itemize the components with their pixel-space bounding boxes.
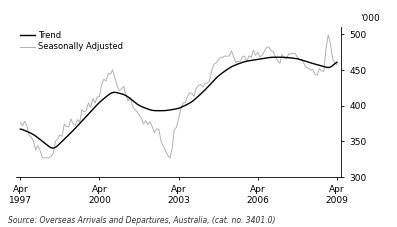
Legend: Trend, Seasonally Adjusted: Trend, Seasonally Adjusted <box>20 31 123 52</box>
Text: '000: '000 <box>360 14 380 23</box>
Text: Source: Overseas Arrivals and Departures, Australia, (cat. no. 3401.0): Source: Overseas Arrivals and Departures… <box>8 216 276 225</box>
